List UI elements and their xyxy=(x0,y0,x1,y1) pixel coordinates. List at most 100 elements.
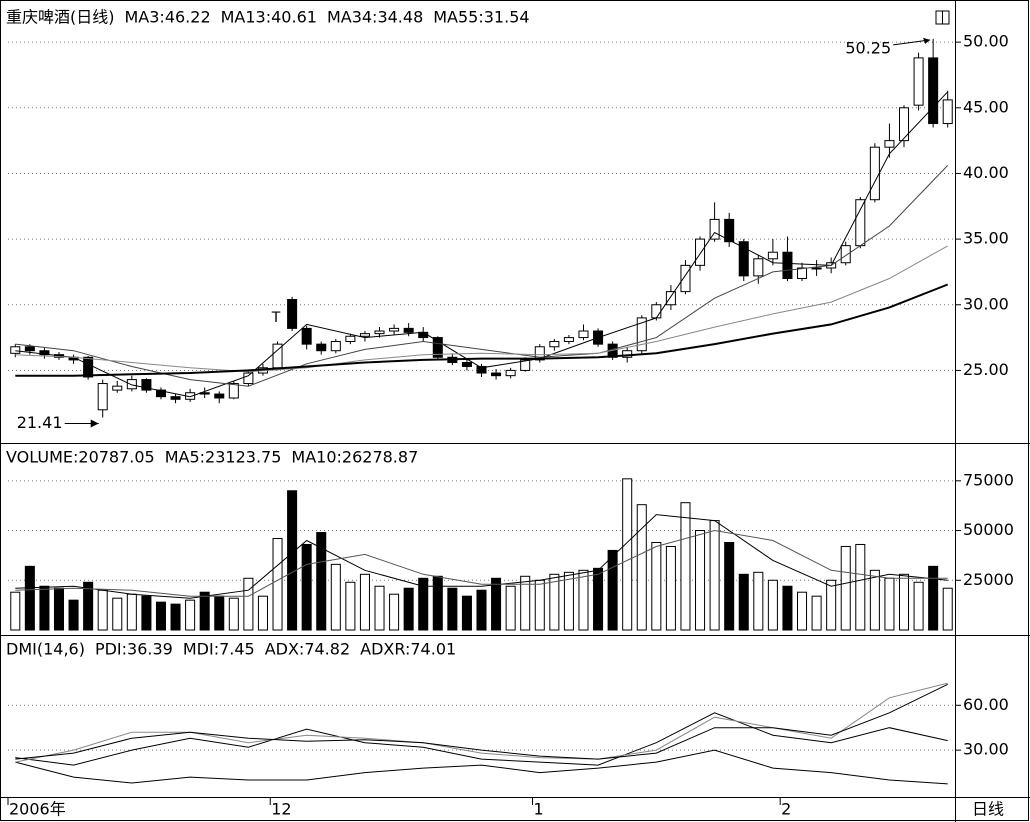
volume-bar xyxy=(243,577,254,631)
volume-bar xyxy=(622,478,633,631)
candle-body xyxy=(374,330,385,335)
candle-body xyxy=(505,369,516,377)
candle-body xyxy=(549,341,560,348)
volume-bar xyxy=(374,585,385,631)
volume-bar xyxy=(476,589,487,631)
x-tick-label: 1 xyxy=(533,800,543,819)
candle-body xyxy=(665,291,676,306)
volume-bar xyxy=(185,599,196,631)
series-line xyxy=(15,529,948,597)
volume-bar xyxy=(855,543,866,631)
candle-body xyxy=(753,258,764,277)
candle-body xyxy=(738,241,749,277)
panel-title: 重庆啤酒(日线) xyxy=(6,8,115,27)
legend-entry: MA5:23123.75 xyxy=(165,448,282,467)
volume-bar xyxy=(942,587,953,631)
volume-bar xyxy=(287,490,298,631)
candle-body xyxy=(287,299,298,329)
annotation-t: T xyxy=(271,310,281,326)
legend-entry: PDI:36.39 xyxy=(95,640,173,659)
high-annotation: 50.25 xyxy=(845,38,891,57)
volume-bar xyxy=(505,585,516,631)
candle-body xyxy=(942,99,953,125)
candle-body xyxy=(840,245,851,264)
volume-bar xyxy=(651,541,662,631)
volume-bar xyxy=(155,601,166,631)
legend-entry: MA10:26278.87 xyxy=(291,448,418,467)
candle-body xyxy=(461,362,472,367)
volume-bar xyxy=(534,579,545,631)
period-label: 日线 xyxy=(972,800,1004,819)
candle-body xyxy=(403,327,414,333)
candle-body xyxy=(680,264,691,293)
volume-bar xyxy=(826,579,837,631)
candle-body xyxy=(228,383,239,399)
volume-bar xyxy=(53,587,65,631)
volume-bar xyxy=(68,599,79,631)
volume-bar xyxy=(884,577,895,631)
volume-bar xyxy=(491,577,502,631)
volume-bar xyxy=(403,587,414,631)
annotation-arrowhead xyxy=(90,419,99,428)
volume-bar xyxy=(345,581,356,631)
legend-entry: MA55:31.54 xyxy=(433,8,529,27)
y-tick-label: 60.00 xyxy=(963,695,1009,714)
candle-body xyxy=(214,393,225,399)
volume-bar xyxy=(840,545,851,631)
candle-body xyxy=(39,350,50,356)
series-line xyxy=(15,91,949,398)
annotation-arrow xyxy=(893,39,931,46)
legend-entry: ADXR:74.01 xyxy=(360,640,456,659)
panel-title: DMI(14,6) xyxy=(6,640,85,659)
legend-entry: MA13:40.61 xyxy=(221,8,317,27)
annotation-arrowhead xyxy=(923,37,931,44)
legend-entry: VOLUME:20787.05 xyxy=(6,448,155,467)
y-tick-label: 35.00 xyxy=(963,229,1009,248)
volume-bar xyxy=(461,595,472,631)
candle-body xyxy=(520,359,531,371)
volume-bar xyxy=(695,530,706,631)
y-tick-label: 75000 xyxy=(963,470,1014,489)
candle-body xyxy=(928,57,939,125)
volume-bar xyxy=(753,571,764,631)
volume-bar xyxy=(578,569,589,631)
candle-body xyxy=(695,238,706,266)
candle-body xyxy=(83,356,94,378)
volume-bar xyxy=(316,532,327,631)
volume-bar xyxy=(797,591,808,631)
y-tick-label: 25000 xyxy=(963,570,1014,589)
x-tick-label: 2 xyxy=(781,800,791,819)
volume-bar xyxy=(607,549,618,631)
y-tick-label: 25.00 xyxy=(963,360,1009,379)
volume-bar xyxy=(112,597,123,631)
series-line xyxy=(15,712,948,766)
candle-body xyxy=(97,383,108,411)
candle-body xyxy=(243,372,254,385)
candle-body xyxy=(913,57,924,106)
candle-body xyxy=(563,337,574,343)
volume-bar xyxy=(549,573,560,631)
volume-bar xyxy=(170,603,181,631)
x-tick-label: 2006年 xyxy=(9,800,66,819)
candle-body xyxy=(782,251,793,279)
volume-bar xyxy=(272,538,283,631)
candle-body xyxy=(709,218,720,240)
volume-bar xyxy=(636,504,647,631)
series-line xyxy=(15,165,949,387)
legend-entry: MA3:46.22 xyxy=(125,8,211,27)
y-tick-label: 50.00 xyxy=(963,32,1009,51)
series-line xyxy=(15,682,948,763)
candle-body xyxy=(432,337,443,358)
low-annotation: 21.41 xyxy=(17,413,63,432)
series-line xyxy=(15,514,948,599)
y-tick-label: 40.00 xyxy=(963,163,1009,182)
candle-body xyxy=(898,107,910,142)
candle-body xyxy=(330,341,341,352)
volume-bar xyxy=(330,563,341,631)
volume-bar xyxy=(913,581,924,631)
candle-body xyxy=(491,372,502,377)
candle-body xyxy=(651,304,662,319)
candle-body xyxy=(141,379,152,391)
